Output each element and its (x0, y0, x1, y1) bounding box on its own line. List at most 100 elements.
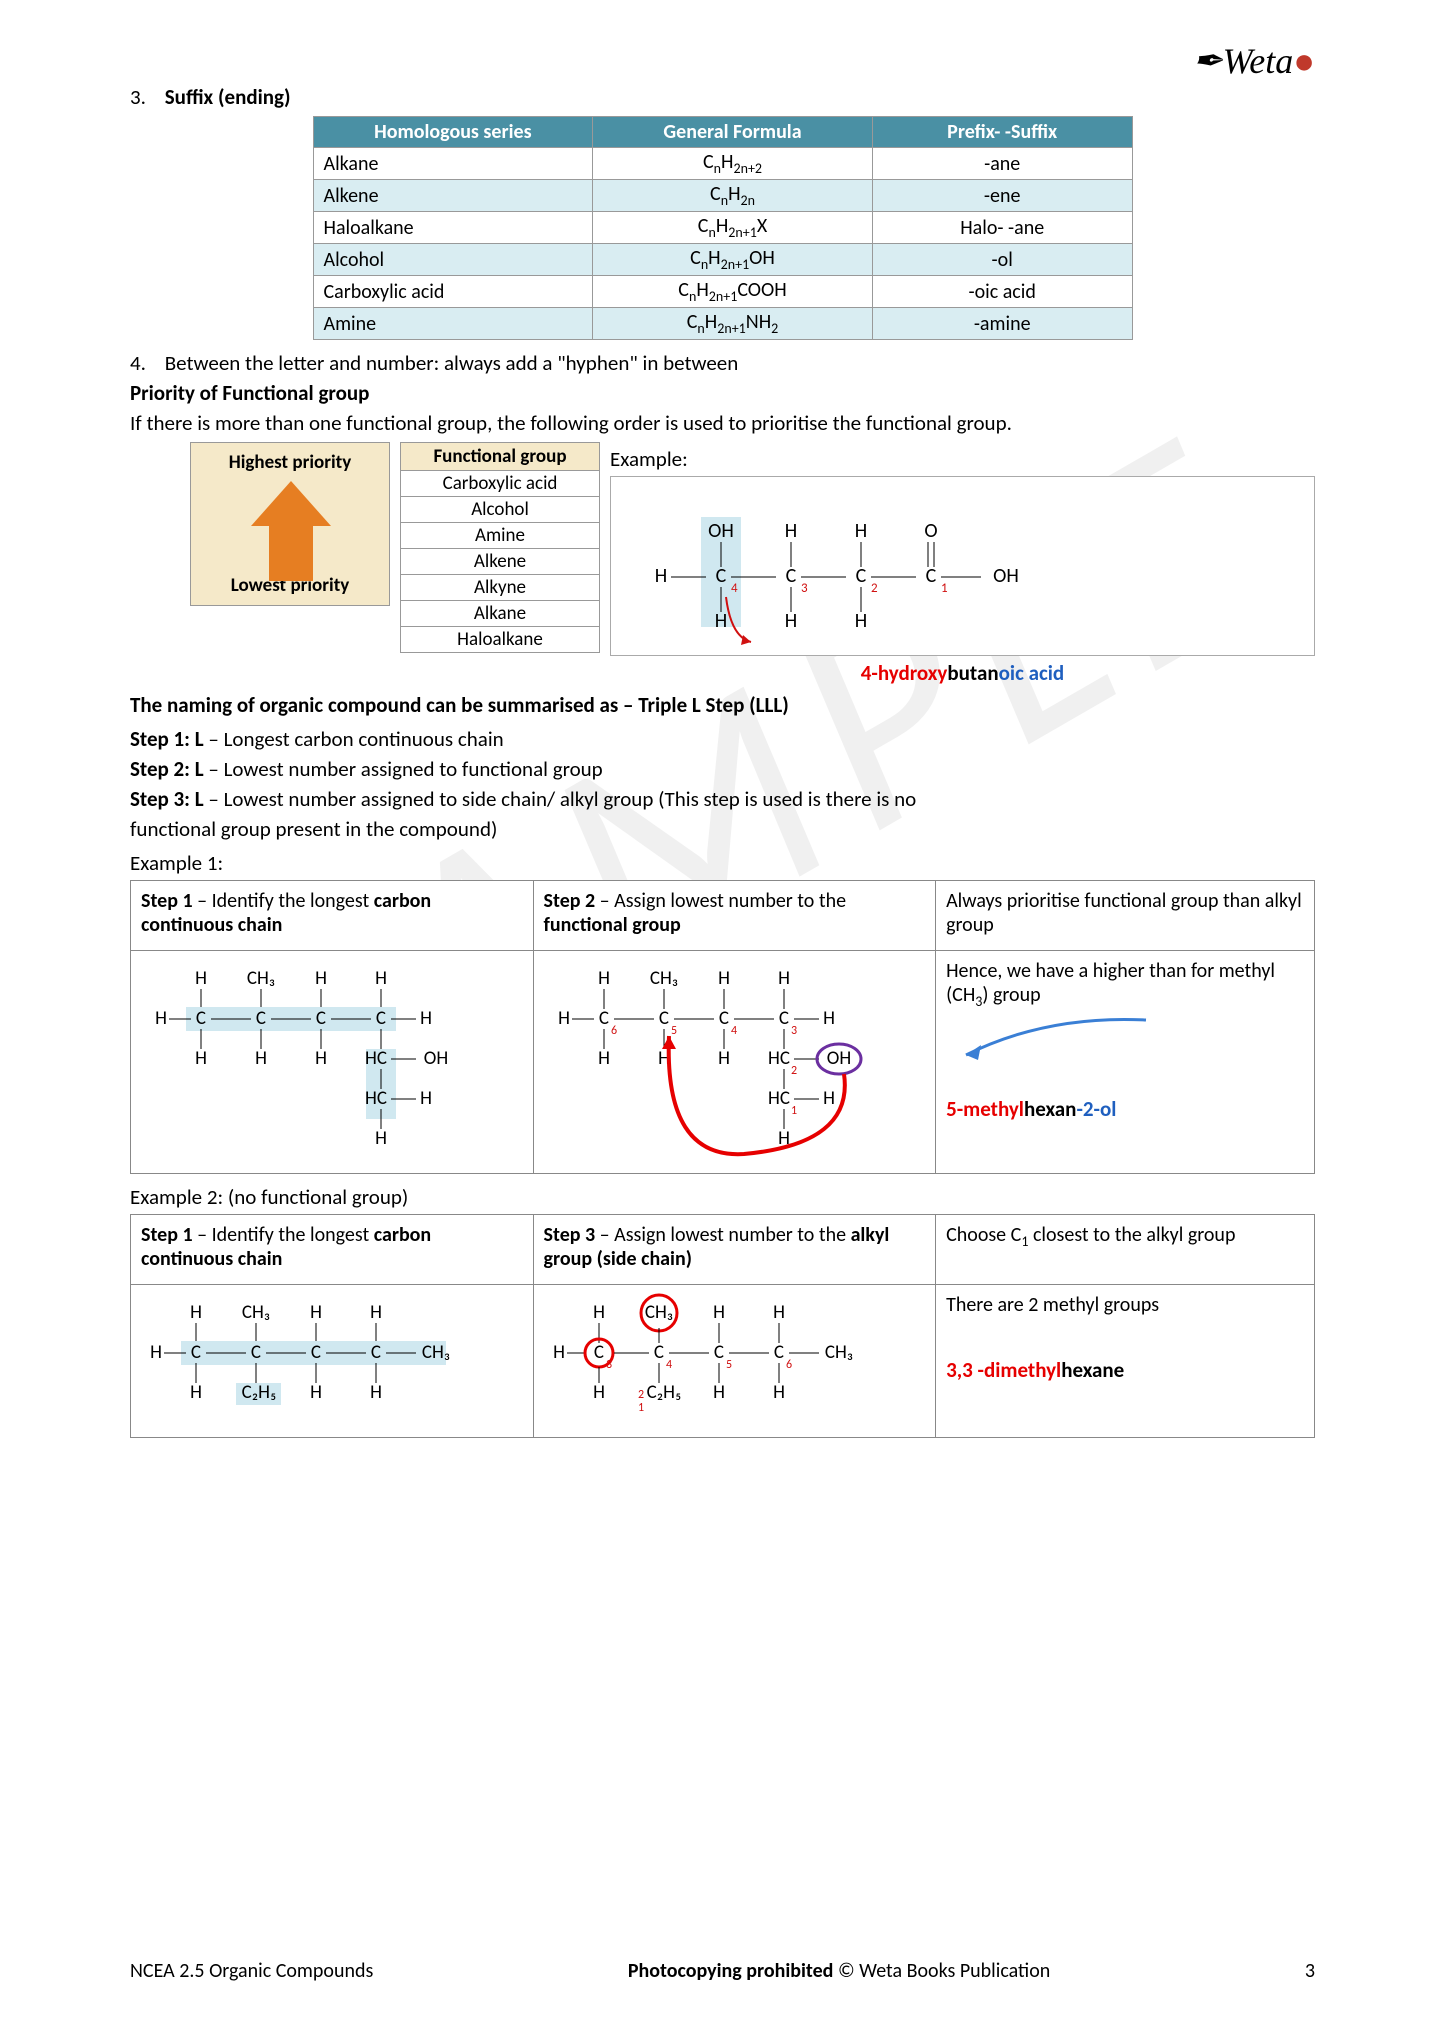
arrow-up-icon (251, 475, 331, 581)
svg-text:2: 2 (871, 581, 878, 596)
molecule-svg: HCH₃HH H C C C C CH₃ H C₂H₅H (141, 1293, 481, 1423)
table-row: AlkeneCnH2n-ene (313, 180, 1132, 212)
svg-text:H: H (778, 967, 790, 990)
example-label: Example: (610, 446, 1315, 472)
functional-group-table: Functional group Carboxylic acid Alcohol… (400, 442, 600, 653)
table-row: Carboxylic acid (401, 471, 600, 497)
svg-text:3: 3 (791, 1024, 797, 1038)
table-row: Carboxylic acidCnH2n+1COOH-oic acid (313, 276, 1132, 308)
ex1-c2-body: HCH₃HH H C6 C5 C4 C3 H HHH HC2 (533, 951, 936, 1174)
table-row: Amine (401, 523, 600, 549)
ex1-c3-body: Hence, we have a higher than for methyl … (936, 951, 1315, 1174)
svg-text:C: C (926, 564, 937, 588)
svg-text:H: H (593, 1301, 605, 1324)
svg-text:H: H (155, 1007, 167, 1030)
svg-text:2: 2 (638, 1388, 644, 1402)
step-3-cont: functional group present in the compound… (130, 816, 1315, 842)
svg-text:H: H (420, 1007, 432, 1030)
svg-text:H: H (823, 1087, 835, 1110)
table-row: Alkyne (401, 575, 600, 601)
example-1-label: Example 1: (130, 850, 1315, 876)
arrow-icon (946, 1010, 1226, 1070)
svg-text:C: C (786, 564, 797, 588)
svg-text:1: 1 (941, 581, 948, 596)
svg-text:H: H (190, 1301, 202, 1324)
svg-text:3: 3 (606, 1358, 612, 1372)
svg-text:C: C (311, 1341, 321, 1364)
svg-text:C₂H₅: C₂H₅ (646, 1381, 681, 1404)
lll-heading: The naming of organic compound can be su… (130, 692, 1315, 718)
molecule-svg: HCH₃HH H C6 C5 C4 C3 H HHH HC2 (544, 959, 864, 1159)
svg-text:C: C (718, 1007, 728, 1030)
svg-text:H: H (713, 1381, 725, 1404)
svg-text:4: 4 (731, 1024, 737, 1038)
svg-text:6: 6 (786, 1358, 792, 1372)
priority-text: If there is more than one functional gro… (130, 410, 1315, 436)
svg-text:C: C (856, 564, 867, 588)
svg-text:H: H (375, 967, 387, 990)
svg-text:4: 4 (666, 1358, 672, 1372)
svg-text:OH: OH (993, 564, 1019, 588)
priority-box: Highest priority Lowest priority (190, 442, 390, 606)
svg-text:OH: OH (424, 1047, 448, 1070)
ex2-c1-header: Step 1 – Identify the longest carbon con… (131, 1215, 534, 1285)
example-1-table: Step 1 – Identify the longest carbon con… (130, 880, 1315, 1174)
svg-text:H: H (855, 609, 867, 633)
svg-text:C: C (773, 1341, 783, 1364)
svg-text:C: C (593, 1341, 603, 1364)
svg-text:2: 2 (791, 1064, 797, 1078)
svg-text:C: C (196, 1007, 206, 1030)
footer-mid: Photocopying prohibited © Weta Books Pub… (628, 1959, 1050, 1983)
svg-text:HC: HC (365, 1087, 387, 1110)
molecule-svg: OH H H O H C 4 C (631, 497, 1051, 647)
svg-text:H: H (598, 1047, 610, 1070)
func-header: Functional group (401, 443, 600, 471)
highest-priority-label: Highest priority (191, 451, 389, 474)
compound-name: 4-hydroxybutanoic acid (610, 660, 1315, 686)
svg-text:H: H (315, 1047, 327, 1070)
priority-heading: Priority of Functional group (130, 380, 1315, 406)
svg-text:CH₃: CH₃ (644, 1301, 672, 1324)
th-series: Homologous series (313, 117, 593, 148)
svg-text:H: H (255, 1047, 267, 1070)
svg-text:C₂H₅: C₂H₅ (242, 1381, 277, 1404)
svg-text:3: 3 (801, 581, 808, 596)
svg-text:C: C (376, 1007, 386, 1030)
molecule-svg: HCH₃HH H C C C C H HHH HCOH (141, 959, 461, 1159)
svg-text:H: H (718, 967, 730, 990)
svg-text:CH₃: CH₃ (649, 967, 677, 990)
svg-text:C: C (251, 1341, 261, 1364)
step-2: Step 2: L – Lowest number assigned to fu… (130, 756, 1315, 782)
svg-text:4: 4 (731, 581, 738, 596)
svg-text:H: H (195, 967, 207, 990)
svg-text:C: C (598, 1007, 608, 1030)
table-row: Haloalkane (401, 627, 600, 653)
ex2-c2-body: H CH₃HH H C3 C4 C5 C6 CH₃ H (533, 1285, 936, 1438)
svg-text:H: H (310, 1301, 322, 1324)
th-formula: General Formula (593, 117, 873, 148)
ex2-c1-body: HCH₃HH H C C C C CH₃ H C₂H₅H (131, 1285, 534, 1438)
feather-icon: ✒ (1192, 41, 1222, 81)
svg-text:H: H (655, 564, 667, 588)
logo-dot-icon: ● (1293, 41, 1315, 81)
svg-text:HC: HC (768, 1047, 790, 1070)
compound-name: 5-methylhexan-2-ol (946, 1096, 1304, 1122)
table-row: AlcoholCnH2n+1OH-ol (313, 244, 1132, 276)
table-row: HaloalkaneCnH2n+1XHalo- -ane (313, 212, 1132, 244)
svg-text:H: H (370, 1381, 382, 1404)
table-row: Alkene (401, 549, 600, 575)
compound-name: 3,3 -dimethylhexane (946, 1357, 1304, 1383)
table-header-row: Homologous series General Formula Prefix… (313, 117, 1132, 148)
svg-text:OH: OH (826, 1047, 850, 1070)
ex1-c3-header: Always prioritise functional group than … (936, 881, 1315, 951)
svg-text:H: H (553, 1341, 565, 1364)
step-1: Step 1: L – Longest carbon continuous ch… (130, 726, 1315, 752)
footer: NCEA 2.5 Organic Compounds Photocopying … (130, 1959, 1315, 1983)
svg-text:H: H (195, 1047, 207, 1070)
example-2-table: Step 1 – Identify the longest carbon con… (130, 1214, 1315, 1438)
ex2-c2-header: Step 3 – Assign lowest number to the alk… (533, 1215, 936, 1285)
svg-text:H: H (310, 1381, 322, 1404)
molecule-svg: H CH₃HH H C3 C4 C5 C6 CH₃ H (544, 1293, 884, 1423)
svg-text:HC: HC (365, 1047, 387, 1070)
ex1-c1-body: HCH₃HH H C C C C H HHH HCOH (131, 951, 534, 1174)
